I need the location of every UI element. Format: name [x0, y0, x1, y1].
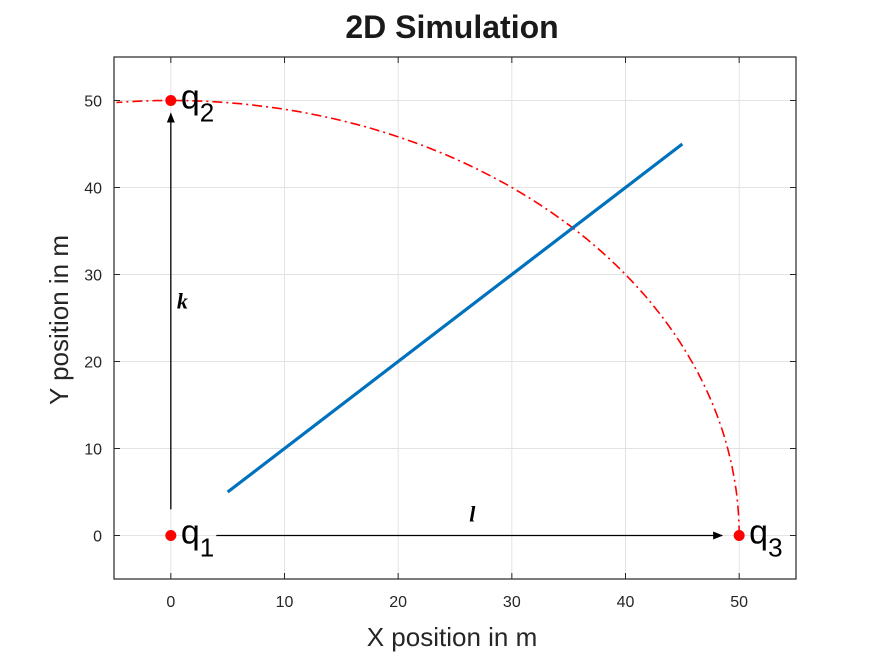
y-tick-label: 10 — [84, 442, 102, 459]
x-tick-label: 20 — [389, 594, 407, 611]
path-line-layer — [226, 142, 684, 494]
point-marker — [733, 530, 745, 541]
y-tick-label: 40 — [84, 181, 102, 198]
point-label-subscript: 1 — [200, 533, 214, 563]
arrow-label-l: l — [469, 502, 476, 527]
x-tick-label: 0 — [166, 594, 175, 611]
y-axis-label: Y position in m — [44, 235, 74, 405]
path-line — [226, 142, 684, 494]
point-label-subscript: 3 — [768, 533, 782, 563]
y-tick-label: 50 — [84, 94, 102, 111]
arrow-label-k: k — [177, 288, 188, 313]
point-marker — [165, 95, 177, 106]
x-tick-label: 10 — [276, 594, 294, 611]
arrow-layer: kl — [166, 112, 724, 540]
chart-title: 2D Simulation — [345, 9, 558, 45]
circle-arc — [116, 99, 740, 536]
y-tick-label: 30 — [84, 268, 102, 285]
axis-ticks: 0 10 20 30 40 50 0 10 20 30 40 50 — [84, 57, 796, 611]
arc-layer — [116, 99, 740, 536]
x-tick-label: 30 — [503, 594, 521, 611]
point-marker — [165, 530, 177, 541]
x-tick-label: 40 — [617, 594, 635, 611]
y-tick-label: 20 — [84, 355, 102, 372]
plot-border — [113, 56, 797, 580]
x-axis-label: X position in m — [367, 622, 538, 652]
point-label-subscript: 2 — [200, 98, 214, 128]
y-tick-label: 0 — [93, 529, 102, 546]
grid-lines — [114, 57, 796, 579]
x-tick-label: 50 — [730, 594, 748, 611]
